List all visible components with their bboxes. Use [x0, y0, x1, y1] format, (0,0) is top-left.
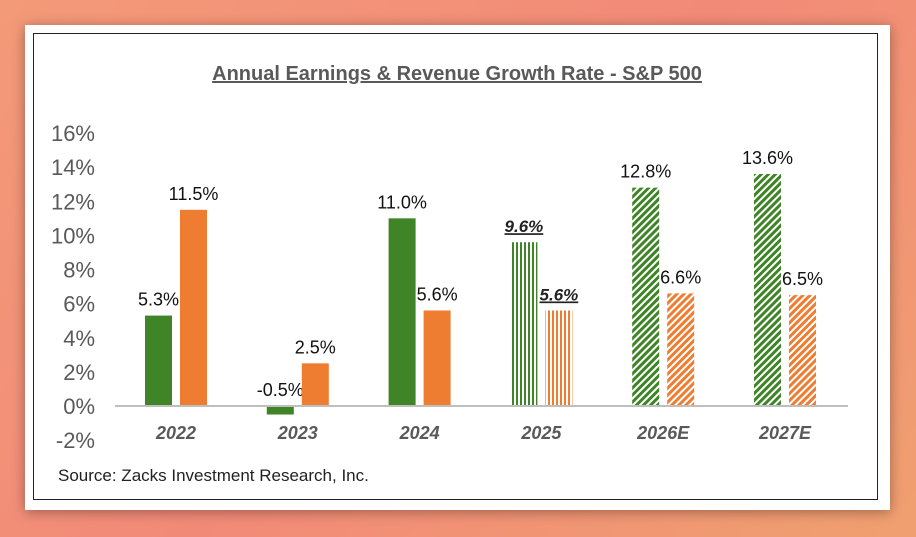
data-label: 13.6% — [742, 148, 793, 168]
x-tick-label: 2027E — [758, 423, 812, 443]
x-tick-label: 2023 — [277, 423, 318, 443]
earnings-bar — [388, 218, 416, 406]
x-tick-label: 2024 — [399, 423, 440, 443]
data-label: 12.8% — [620, 162, 671, 182]
data-label: -0.5% — [257, 380, 304, 400]
data-label: 6.5% — [782, 269, 823, 289]
y-tick-label: 0% — [63, 394, 95, 419]
data-label: 11.5% — [169, 184, 219, 204]
y-tick-label: 8% — [63, 258, 95, 283]
revenue-bar — [667, 293, 695, 406]
earnings-bar — [145, 315, 172, 406]
data-label: 5.6% — [417, 284, 458, 304]
revenue-bar — [180, 209, 207, 406]
data-label: 6.6% — [660, 267, 701, 287]
revenue-bar — [301, 363, 329, 406]
data-label: 5.6% — [540, 285, 579, 304]
chart-title: Annual Earnings & Revenue Growth Rate - … — [212, 63, 702, 85]
chart-card — [25, 25, 890, 510]
data-label: 2.5% — [295, 337, 336, 357]
y-tick-label: -2% — [56, 428, 95, 453]
earnings-bar — [754, 173, 781, 406]
x-tick-label: 2026E — [636, 423, 690, 443]
earnings-bar — [510, 242, 538, 406]
revenue-bar — [545, 310, 573, 406]
revenue-bar — [789, 295, 816, 406]
x-tick-label: 2025 — [520, 423, 562, 443]
y-tick-label: 12% — [51, 189, 95, 214]
y-tick-label: 2% — [63, 360, 95, 385]
source-note: Source: Zacks Investment Research, Inc. — [58, 466, 369, 485]
earnings-bar — [266, 406, 294, 415]
data-label: 9.6% — [505, 217, 544, 236]
data-label: 11.0% — [377, 192, 427, 212]
y-tick-label: 14% — [51, 155, 95, 180]
y-tick-label: 4% — [63, 326, 95, 351]
revenue-bar — [423, 310, 451, 406]
data-label: 5.3% — [138, 290, 179, 310]
chart-frame — [33, 33, 878, 500]
y-tick-label: 6% — [63, 292, 95, 317]
y-tick-label: 10% — [51, 223, 95, 248]
x-tick-label: 2022 — [155, 423, 196, 443]
y-tick-label: 16% — [51, 121, 95, 146]
earnings-bar — [632, 187, 660, 406]
